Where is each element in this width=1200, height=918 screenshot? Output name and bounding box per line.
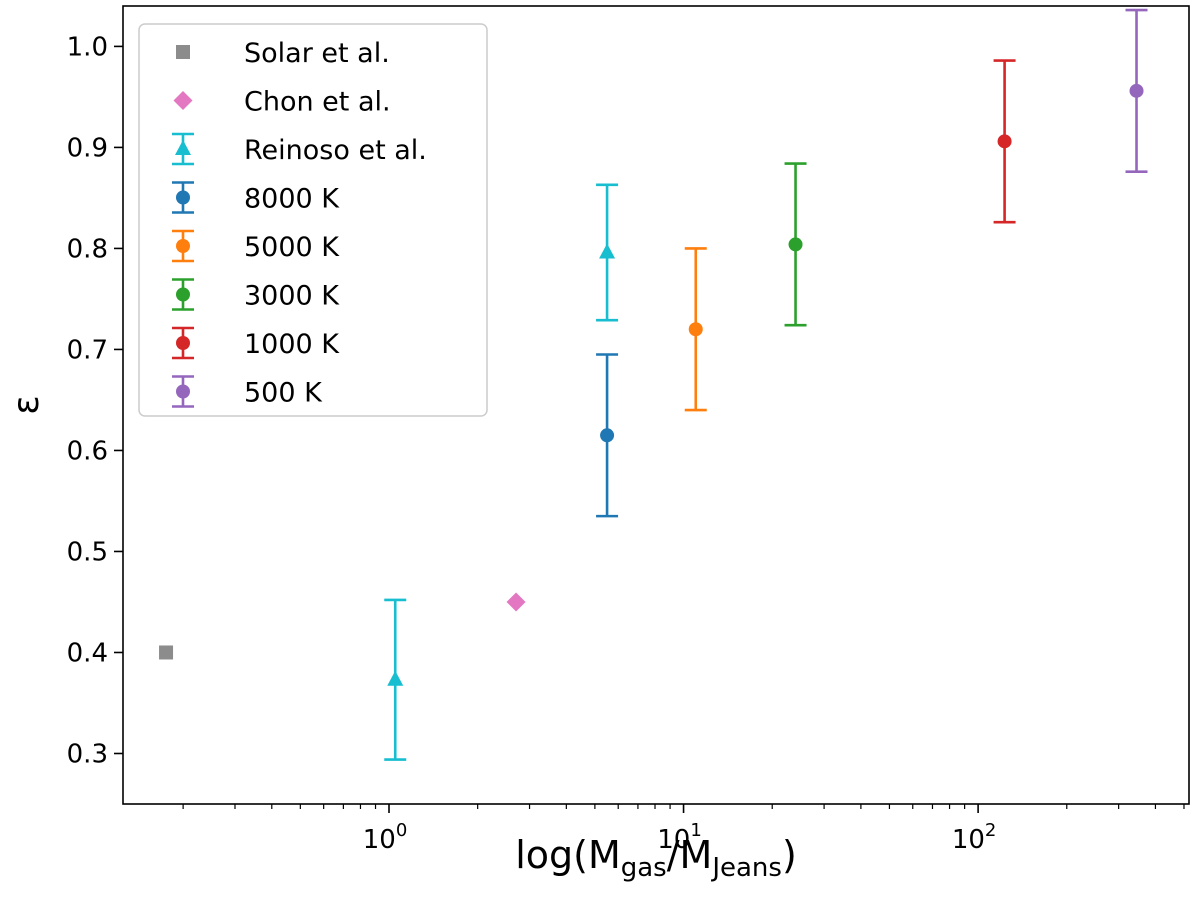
data-point (997, 134, 1012, 149)
x-axis-label-part-2: /M (667, 833, 713, 877)
data-point (159, 645, 174, 660)
x-axis: 100 101 102 (182, 804, 1185, 855)
y-tick-label: 0.9 (67, 133, 108, 163)
data-point (788, 237, 803, 252)
y-tick-label: 0.7 (67, 335, 108, 365)
series-reinoso-et-al (384, 183, 619, 761)
y-axis-label: ε (6, 395, 47, 414)
legend-label: 1000 K (244, 329, 340, 360)
series-5000-k (684, 247, 707, 412)
x-axis-label-part-4: ) (782, 833, 797, 877)
data-point (1129, 83, 1144, 98)
legend-marker (175, 140, 191, 155)
legend-box (138, 23, 488, 417)
legend-label: Solar et al. (244, 38, 390, 69)
legend-label: 500 K (244, 378, 323, 409)
x-tick-label: 101 (657, 820, 702, 855)
legend-marker (176, 336, 190, 350)
data-marks (159, 8, 1148, 761)
legend-label: Chon et al. (244, 87, 391, 118)
data-point (387, 670, 404, 686)
series-solar-et-al (159, 645, 174, 660)
x-tick-label: 102 (952, 820, 997, 855)
y-tick-label: 0.4 (67, 638, 108, 668)
legend-label: Reinoso et al. (244, 135, 427, 166)
series-1000-k (993, 59, 1016, 224)
x-axis-label-subscript-gas: gas (621, 853, 667, 883)
legend-label: 5000 K (244, 232, 340, 263)
legend: Solar et al. Chon et al. Reinoso et al. 800… (138, 23, 488, 417)
y-axis: 0.3 0.4 0.5 0.6 0.7 0.8 0.9 1.0 (67, 32, 123, 769)
legend-marker (176, 239, 190, 253)
data-point (688, 322, 703, 337)
legend-marker (176, 45, 190, 59)
x-axis-label-part-0: log(M (515, 833, 621, 877)
x-tick-label: 100 (363, 820, 408, 855)
x-axis-label: log(Mgas/MJeans) (515, 833, 797, 883)
series-3000-k (784, 162, 807, 327)
y-tick-label: 0.5 (67, 537, 108, 567)
legend-marker (176, 190, 190, 205)
legend-marker (176, 384, 190, 399)
series-500-k (1125, 8, 1148, 173)
y-tick-label: 0.8 (67, 234, 108, 264)
y-tick-label: 1.0 (67, 32, 108, 62)
data-point (506, 592, 526, 612)
data-point (599, 243, 616, 259)
legend-label: 8000 K (244, 184, 340, 215)
y-tick-label: 0.3 (67, 739, 108, 769)
legend-marker (173, 91, 193, 110)
y-tick-label: 0.6 (67, 436, 108, 466)
legend-label: 3000 K (244, 281, 340, 312)
x-axis-label-subscript-jeans: Jeans (710, 853, 782, 883)
legend-marker (176, 287, 190, 302)
data-point (600, 428, 615, 443)
series-chon-et-al (506, 592, 526, 612)
plot-frame (122, 5, 1190, 805)
series-8000-k (596, 353, 619, 518)
